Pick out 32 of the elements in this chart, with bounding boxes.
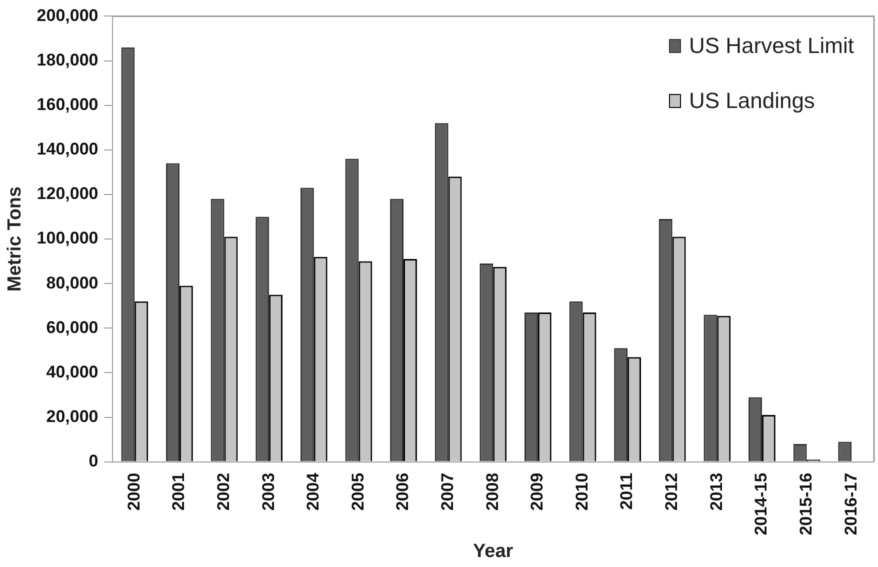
- x-tick-label: 2007: [438, 472, 458, 511]
- legend-label: US Landings: [688, 88, 815, 114]
- y-tick-label: 20,000: [46, 406, 98, 426]
- x-tick-label: 2001: [169, 472, 188, 511]
- y-tick-label: 180,000: [36, 50, 98, 70]
- x-tick-label: 2009: [528, 472, 547, 511]
- y-tick-label: 100,000: [36, 228, 98, 248]
- x-tick-label: 2006: [393, 472, 412, 511]
- x-tick-label: 2002: [214, 472, 233, 511]
- y-tick-label: 200,000: [36, 6, 98, 25]
- x-tick-label: 2010: [572, 472, 592, 511]
- x-tick-label: 2008: [482, 472, 502, 511]
- y-tick-label: 60,000: [46, 318, 98, 337]
- x-tick-label: 2000: [124, 472, 144, 511]
- x-tick-label: 2012: [662, 472, 682, 511]
- x-axis-title: Year: [473, 540, 514, 562]
- x-tick-label: 2016-17: [841, 472, 860, 536]
- y-axis-title: Metric Tons: [4, 186, 26, 292]
- x-tick-label: 2005: [348, 472, 368, 511]
- x-tick-label: 2011: [617, 472, 636, 510]
- x-tick-label: 2004: [304, 472, 323, 511]
- x-tick-label: 2013: [706, 472, 726, 511]
- y-tick-label: 0: [88, 452, 98, 470]
- x-tick-label: 2003: [258, 472, 278, 511]
- y-tick-label: 160,000: [36, 95, 98, 114]
- y-tick-label: 80,000: [46, 273, 98, 292]
- x-tick-label: 2014-15: [752, 472, 771, 536]
- y-tick-label: 40,000: [46, 362, 98, 382]
- y-tick-label: 120,000: [36, 184, 98, 204]
- legend-label: US Harvest Limit: [688, 33, 854, 60]
- x-tick-label: 2015-16: [796, 472, 816, 536]
- y-tick-label: 140,000: [36, 140, 98, 159]
